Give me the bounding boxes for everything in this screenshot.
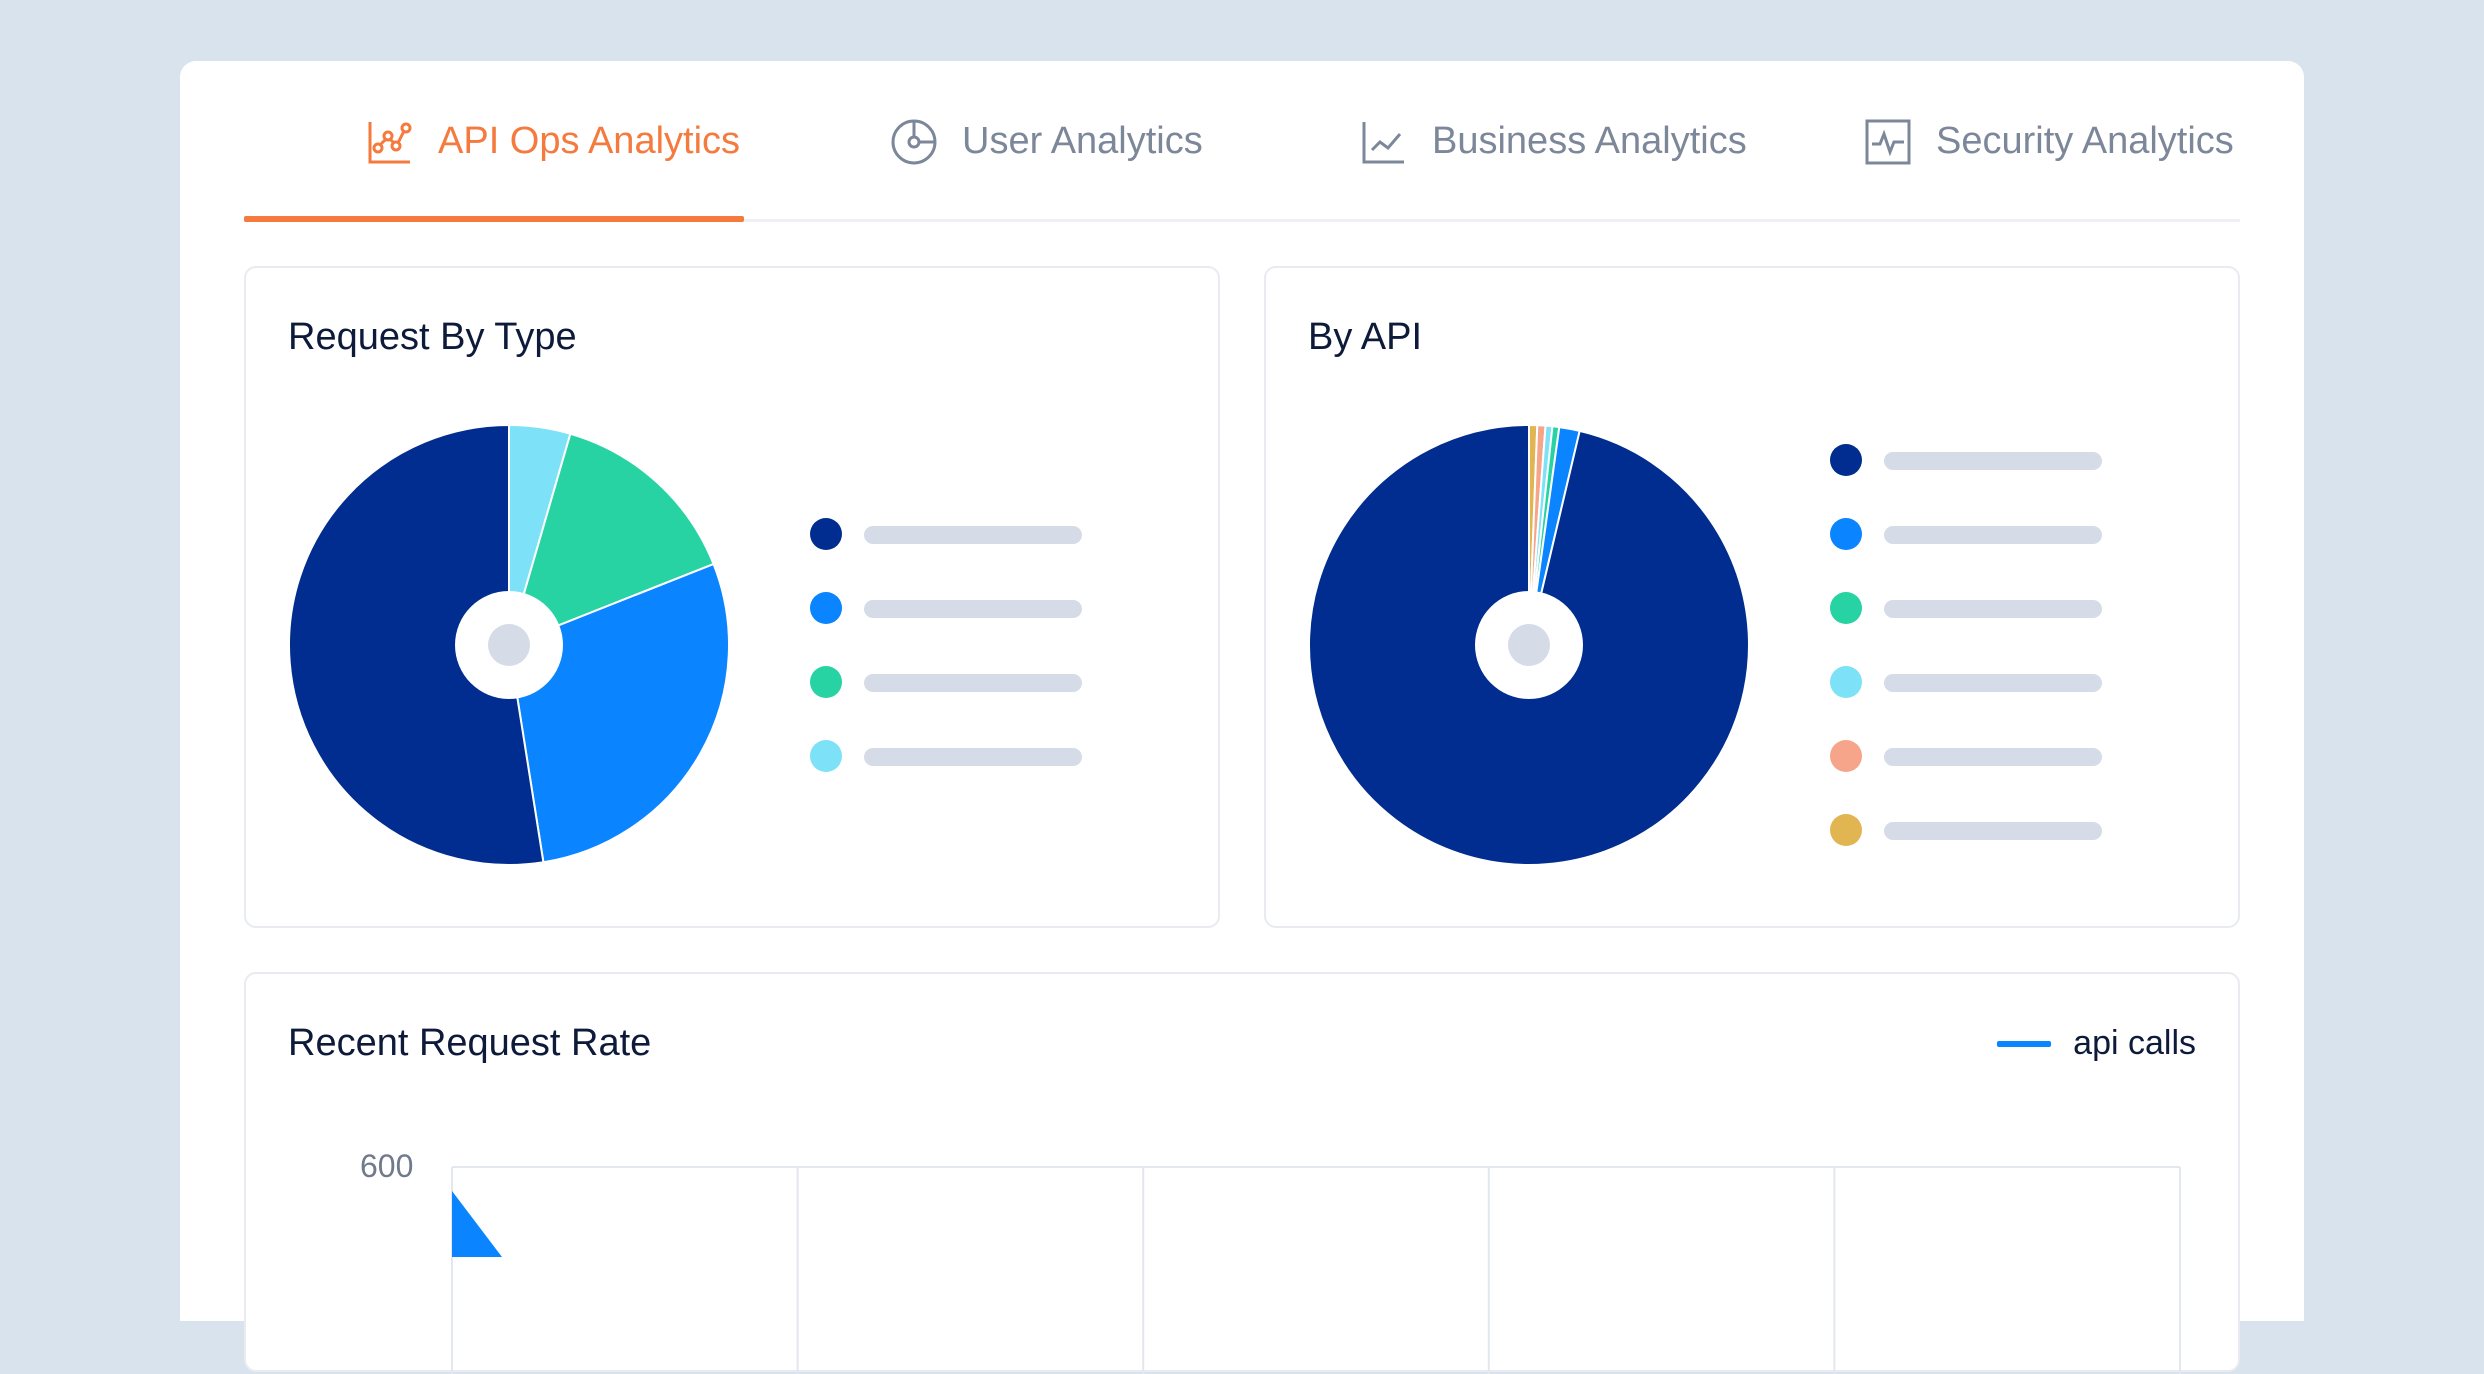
pie-slice[interactable]: [507, 562, 730, 864]
line-chart-icon: [1362, 121, 1404, 163]
legend-placeholder-bar: [864, 674, 1082, 692]
series-legend: api calls: [1997, 1024, 2196, 1063]
pie-gauge-icon: [891, 119, 937, 164]
tab-label: Business Analytics: [1432, 120, 1747, 162]
chart-nodes-icon: [368, 121, 412, 163]
legend-item[interactable]: [810, 666, 1110, 698]
tab-security-analytics[interactable]: Security Analytics: [1864, 61, 2234, 222]
legend-placeholder-bar: [1884, 600, 2102, 618]
legend-placeholder-bar: [1884, 748, 2102, 766]
legend-dot: [810, 592, 842, 624]
legend-item[interactable]: [1830, 666, 2130, 698]
recent-request-rate-card: Recent Request Rate api calls 600: [244, 972, 2240, 1374]
legend-dot: [1830, 740, 1862, 772]
legend-dot: [810, 518, 842, 550]
analytics-tabs: API Ops Analytics User Analytics Busines…: [244, 61, 2240, 222]
legend-dot: [1830, 666, 1862, 698]
legend-dot: [810, 666, 842, 698]
tab-api-ops-analytics[interactable]: API Ops Analytics: [366, 61, 740, 222]
by-api-card: By API: [1264, 266, 2240, 928]
legend-item[interactable]: [810, 592, 1110, 624]
y-tick-label: 600: [360, 1148, 414, 1184]
card-title: Recent Request Rate: [288, 1022, 652, 1064]
request-by-type-card: Request By Type: [244, 266, 1220, 928]
request-by-type-pie: [288, 423, 730, 866]
analytics-window: API Ops Analytics User Analytics Busines…: [180, 61, 2304, 1374]
pie-slice[interactable]: [507, 432, 715, 647]
legend-placeholder-bar: [1884, 674, 2102, 692]
legend-item[interactable]: [1830, 740, 2130, 772]
pie-slice[interactable]: [288, 423, 545, 866]
card-title: By API: [1308, 316, 1423, 358]
pie-center-dot: [488, 624, 530, 666]
legend-placeholder-bar: [1884, 822, 2102, 840]
legend-placeholder-bar: [864, 526, 1082, 544]
tab-user-analytics[interactable]: User Analytics: [890, 61, 1203, 222]
series-swatch: [1997, 1040, 2052, 1047]
pie-center-dot: [1508, 624, 1550, 666]
legend-dot: [1830, 444, 1862, 476]
legend-placeholder-bar: [1884, 526, 2102, 544]
legend-dot: [1830, 518, 1862, 550]
legend-placeholder-bar: [1884, 452, 2102, 470]
tab-business-analytics[interactable]: Business Analytics: [1360, 61, 1747, 222]
pulse-icon: [1865, 119, 1911, 164]
active-tab-indicator: [244, 216, 744, 222]
tab-label: User Analytics: [962, 120, 1203, 162]
legend-item[interactable]: [810, 740, 1110, 772]
request-rate-chart: [451, 1166, 2181, 1374]
legend-dot: [1830, 592, 1862, 624]
legend-dot: [1830, 814, 1862, 846]
legend-item[interactable]: [1830, 814, 2130, 846]
legend-item[interactable]: [810, 518, 1110, 550]
legend-item[interactable]: [1830, 444, 2130, 476]
legend-item[interactable]: [1830, 518, 2130, 550]
by-api-pie: [1308, 423, 1750, 866]
tab-label: API Ops Analytics: [438, 120, 741, 162]
legend-item[interactable]: [1830, 592, 2130, 624]
legend-placeholder-bar: [864, 600, 1082, 618]
legend-placeholder-bar: [864, 748, 1082, 766]
series-area: [452, 1191, 502, 1257]
card-title: Request By Type: [288, 316, 577, 358]
tab-label: Security Analytics: [1936, 120, 2234, 162]
legend-dot: [810, 740, 842, 772]
series-label: api calls: [2073, 1024, 2196, 1062]
